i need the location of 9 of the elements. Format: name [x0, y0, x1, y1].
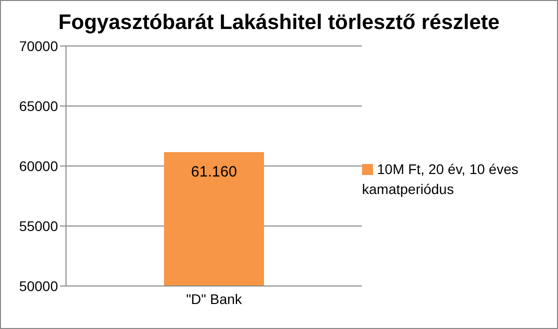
chart-title: Fogyasztóbarát Lakáshitel törlesztő részlete	[57, 11, 501, 35]
y-tick-label: 55000	[19, 218, 58, 234]
legend-label: 10M Ft, 20 év, 10 éves kamatperiódus	[362, 160, 518, 196]
data-label: 61.160	[191, 164, 237, 181]
x-tick-label: "D" Bank	[186, 290, 243, 307]
y-tick-label: 50000	[19, 278, 58, 294]
y-tick-label: 65000	[19, 98, 58, 114]
y-tick-label: 70000	[19, 38, 58, 54]
y-tick-label: 60000	[19, 158, 58, 174]
